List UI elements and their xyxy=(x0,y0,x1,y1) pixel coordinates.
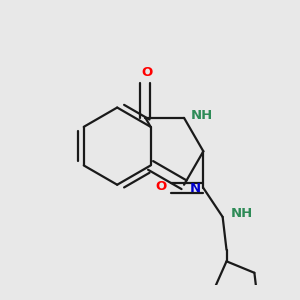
Text: NH: NH xyxy=(230,207,253,220)
Text: NH: NH xyxy=(191,110,213,122)
Text: O: O xyxy=(155,180,167,193)
Text: O: O xyxy=(142,66,153,79)
Text: N: N xyxy=(190,182,201,195)
